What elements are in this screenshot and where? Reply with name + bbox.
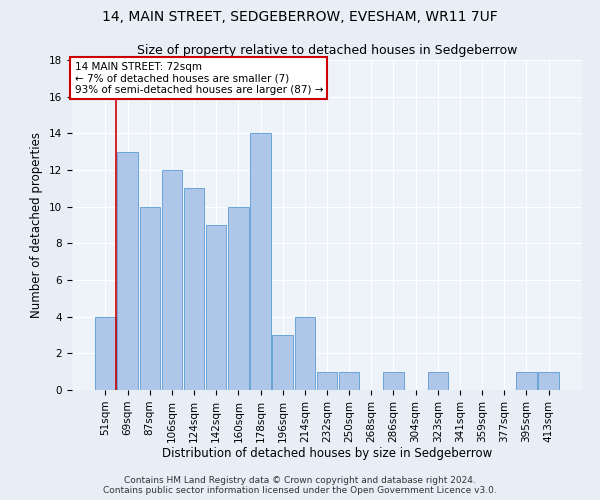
Bar: [272, 335, 293, 390]
Text: Contains HM Land Registry data © Crown copyright and database right 2024.
Contai: Contains HM Land Registry data © Crown c…: [103, 476, 497, 495]
Bar: [383, 372, 404, 390]
Bar: [317, 372, 337, 390]
Bar: [95, 316, 116, 390]
Bar: [538, 372, 559, 390]
Bar: [118, 152, 138, 390]
Text: 14 MAIN STREET: 72sqm
← 7% of detached houses are smaller (7)
93% of semi-detach: 14 MAIN STREET: 72sqm ← 7% of detached h…: [74, 62, 323, 95]
Text: 14, MAIN STREET, SEDGEBERROW, EVESHAM, WR11 7UF: 14, MAIN STREET, SEDGEBERROW, EVESHAM, W…: [102, 10, 498, 24]
Bar: [140, 206, 160, 390]
X-axis label: Distribution of detached houses by size in Sedgeberrow: Distribution of detached houses by size …: [162, 448, 492, 460]
Bar: [184, 188, 204, 390]
Bar: [228, 206, 248, 390]
Bar: [295, 316, 315, 390]
Bar: [161, 170, 182, 390]
Bar: [250, 134, 271, 390]
Title: Size of property relative to detached houses in Sedgeberrow: Size of property relative to detached ho…: [137, 44, 517, 58]
Bar: [206, 225, 226, 390]
Bar: [428, 372, 448, 390]
Bar: [339, 372, 359, 390]
Y-axis label: Number of detached properties: Number of detached properties: [31, 132, 43, 318]
Bar: [516, 372, 536, 390]
